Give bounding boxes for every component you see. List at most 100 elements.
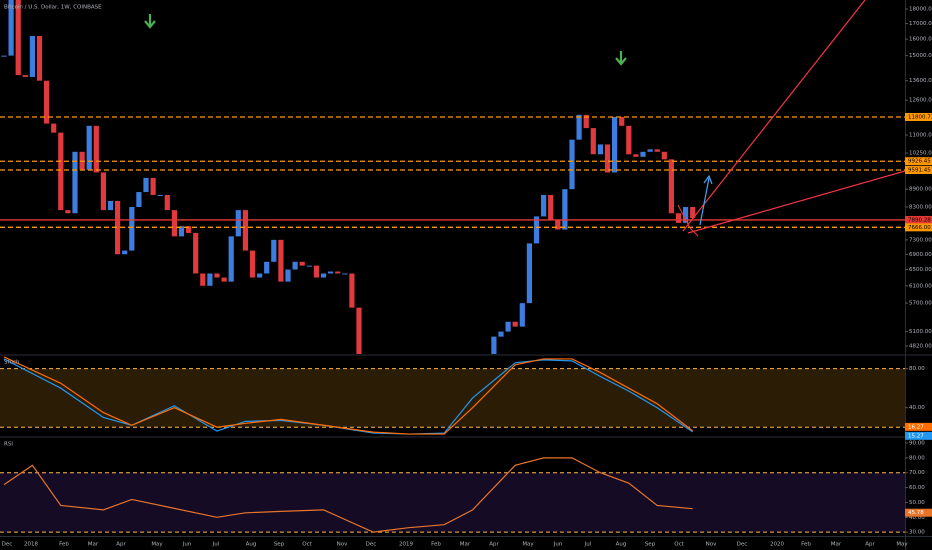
time-label: Aug [616,542,627,548]
y-tick-label: 6100.00 [909,283,932,289]
time-label: May [896,542,908,548]
candle [171,210,177,237]
time-label: Feb [431,542,441,548]
time-label: 2019 [399,542,413,548]
candle [306,265,312,267]
time-label: Feb [801,542,811,548]
candle [604,144,611,173]
candle [44,80,50,124]
candle [136,192,142,208]
y-tick-label: 90.00 [909,441,925,447]
value-badge [905,422,932,431]
indicator-line [3,356,694,435]
time-label: Mar [831,542,842,548]
time-label: Jul [212,542,220,548]
value-badge-label: 16.27 [908,424,924,430]
time-label: Apr [865,542,875,548]
candle [640,151,646,157]
y-tick-label: 10250.00 [909,151,932,157]
candle [242,210,248,251]
time-label: Mar [88,542,99,548]
time-label: Nov [337,542,348,548]
candle [285,269,291,282]
candle [313,265,319,278]
time-label: Feb [59,542,69,548]
candle [335,271,341,274]
time-label: Mar [460,542,471,548]
trend-line [677,204,699,237]
drawings [144,0,906,237]
time-label: Dec [366,542,377,548]
candle [555,219,561,230]
y-tick-label: 40.00 [909,405,925,411]
candle [100,172,106,211]
price-badge [905,157,932,166]
candle [207,273,213,286]
candle [512,321,518,327]
y-tick-label: 4820.00 [909,344,932,350]
price-badge [905,112,932,121]
time-label: May [151,542,163,548]
y-tick-label: 6500.00 [909,267,932,273]
pane [0,0,905,354]
price-badge [905,223,932,232]
candle [164,194,170,211]
candle [157,194,163,196]
candle [36,35,43,81]
candle [590,128,596,155]
value-badge-label: 45.78 [908,510,924,516]
time-label: Oct [674,542,684,548]
signal-arrow [615,51,627,66]
value-badge [905,508,932,517]
candle [668,159,674,214]
candle [597,144,603,155]
time-label: Sep [274,542,285,548]
candle [193,232,199,274]
candle [107,200,114,211]
candle [626,125,632,155]
candle [278,239,284,282]
price-badge-label: 7890.28 [908,217,931,223]
candle [612,117,618,173]
y-tick-label: 17000.00 [909,21,932,27]
candle [320,273,327,278]
time-label: Apr [489,542,499,548]
time-label: Dec [2,542,13,548]
time-label: May [522,542,534,548]
time-label: Jul [584,542,592,548]
price-badge-label: 11800.73 [908,114,932,120]
y-tick-label: 6900.00 [909,252,932,258]
candle [249,250,256,278]
candle [8,0,14,56]
candle [562,189,568,230]
time-label: 2020 [770,542,784,548]
candle [228,236,234,282]
y-tick-label: 18000.00 [909,7,932,13]
candle [72,151,78,214]
candle [690,207,696,219]
candle [29,35,35,77]
candle [58,132,64,211]
candle [93,125,99,173]
candle [186,226,192,233]
y-tick-label: 5700.00 [909,301,932,307]
y-tick-label: 50.00 [909,500,925,506]
candle [633,154,639,157]
price-badge [905,215,932,224]
y-tick-label: 8900.00 [909,187,932,193]
candle [143,177,149,193]
candle [22,75,28,77]
candle [576,114,582,140]
candle [519,303,525,327]
candle [683,207,689,223]
candle [619,117,625,126]
candle [257,273,263,278]
time-label: Aug [246,542,257,548]
time-label: Sep [645,542,656,548]
candle [221,277,227,282]
candle [86,125,92,170]
candle [214,273,220,278]
candle [129,207,135,251]
candle [292,261,298,270]
